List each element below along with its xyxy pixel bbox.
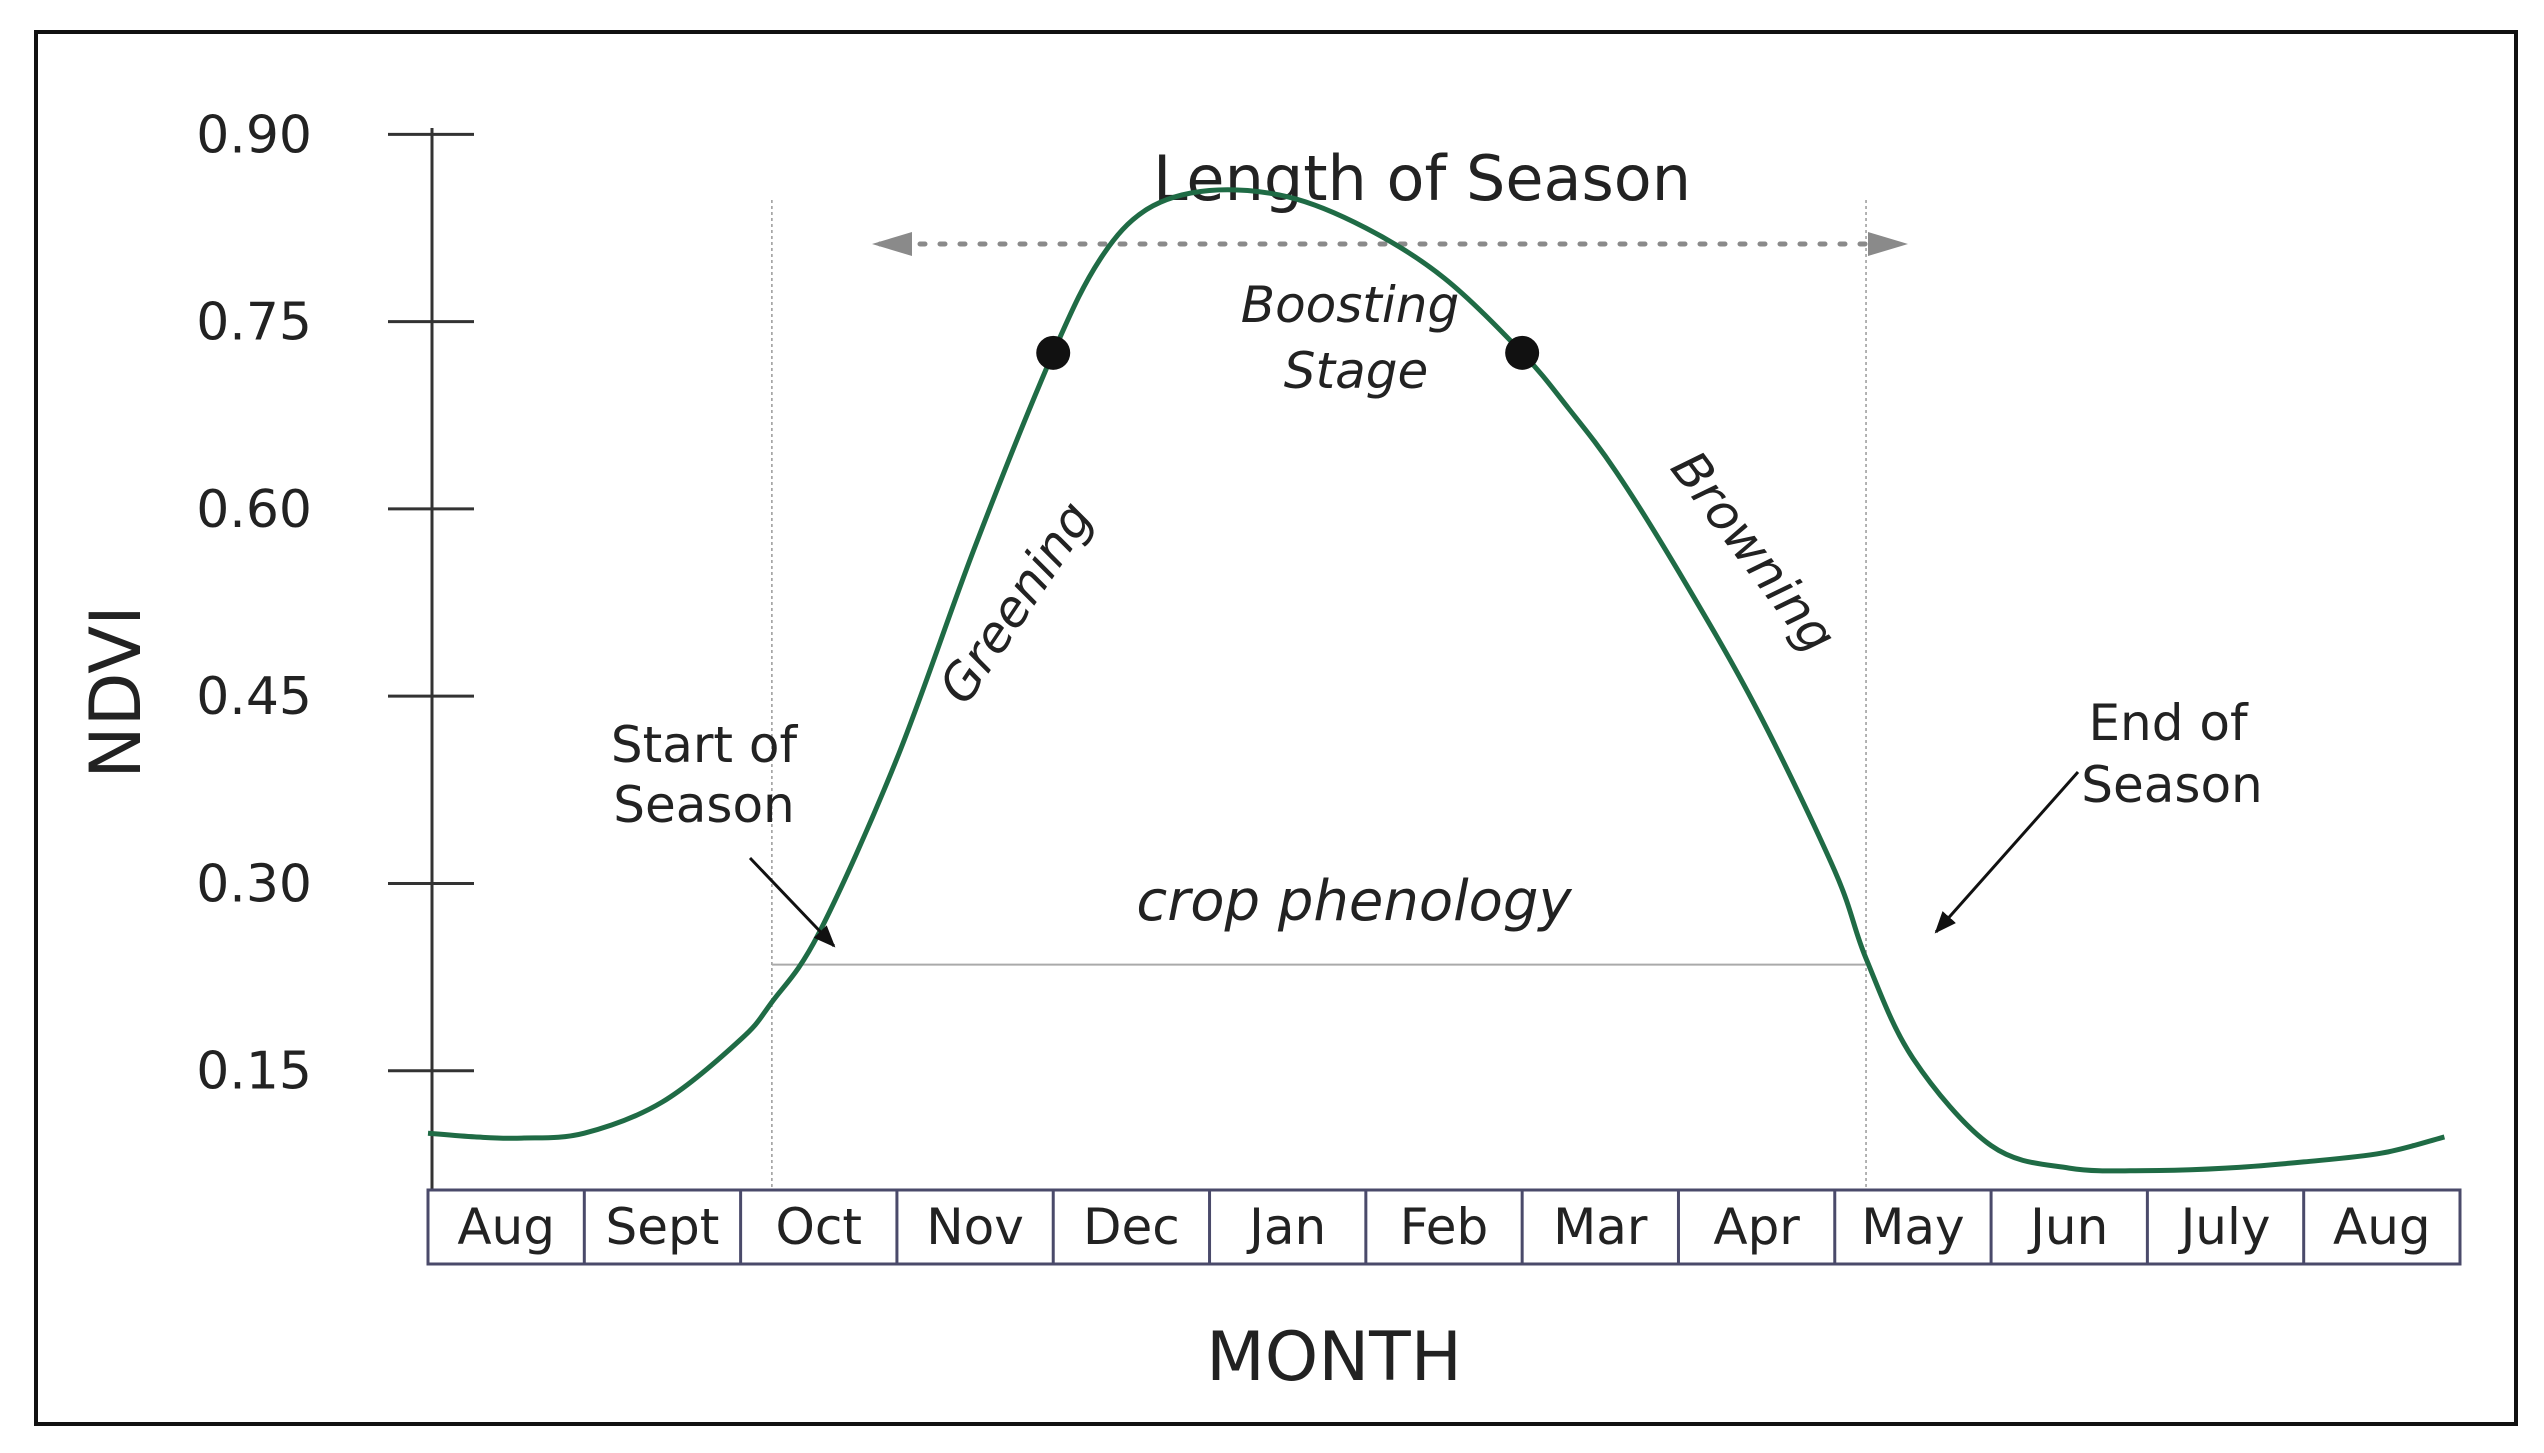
x-tick-label: Aug: [2333, 1198, 2431, 1256]
x-tick-label: Jan: [1246, 1198, 1326, 1256]
x-tick-label: Aug: [457, 1198, 555, 1256]
ndvi-curve: [427, 187, 2446, 1174]
browning-label: Browning: [1660, 440, 1848, 663]
x-tick-label: May: [1861, 1198, 1964, 1256]
x-tick-label: Jun: [2027, 1198, 2108, 1256]
x-tick-label: Feb: [1400, 1198, 1489, 1256]
length-of-season-label: Length of Season: [1153, 142, 1691, 215]
markers: [1036, 335, 1540, 370]
boosting-label: Boosting: [1241, 276, 1459, 334]
x-tick-label: Dec: [1083, 1198, 1180, 1256]
start-of-season-line2: Season: [613, 776, 794, 834]
x-tick-label: Mar: [1553, 1198, 1648, 1256]
stage-marker: [1036, 335, 1071, 370]
x-tick-label: Apr: [1713, 1198, 1800, 1256]
length-of-season-right-arrowhead: [1868, 232, 1908, 256]
month-row-frame: [426, 1188, 2462, 1266]
end-of-season-arrow: [1934, 771, 2080, 934]
start-of-season-arrow: [748, 856, 836, 948]
crop-phenology-label: crop phenology: [1136, 869, 1572, 934]
x-tick-label: Sept: [606, 1198, 720, 1256]
x-tick-label: July: [2178, 1198, 2271, 1256]
end-of-season-line2: Season: [2081, 756, 2262, 814]
length-of-season-left-arrowhead: [872, 232, 912, 256]
start-of-season-line1: Start of: [611, 716, 799, 774]
y-tick-label: 0.90: [196, 105, 312, 165]
y-tick-label: 0.60: [196, 480, 312, 540]
y-tick-label: 0.30: [196, 854, 312, 914]
y-ticks: 0.15 0.30 0.45 0.60 0.75 0.90: [196, 105, 474, 1102]
x-tick-label: Nov: [926, 1198, 1024, 1256]
end-of-season-line1: End of: [2088, 694, 2249, 752]
y-tick-label: 0.15: [196, 1042, 312, 1102]
month-row: Aug Sept Oct Nov Dec Jan Feb Mar Apr May Jun July Au…: [426, 1188, 2462, 1266]
stage-label: Stage: [1284, 342, 1428, 400]
stage-marker: [1505, 335, 1540, 370]
x-axis-label: MONTH: [1206, 1318, 1462, 1397]
y-tick-label: 0.75: [196, 293, 312, 353]
outer-frame: [34, 30, 2518, 1426]
y-tick-label: 0.45: [196, 667, 312, 727]
x-tick-label: Oct: [776, 1198, 862, 1256]
y-axis-label: NDVI: [75, 605, 157, 779]
